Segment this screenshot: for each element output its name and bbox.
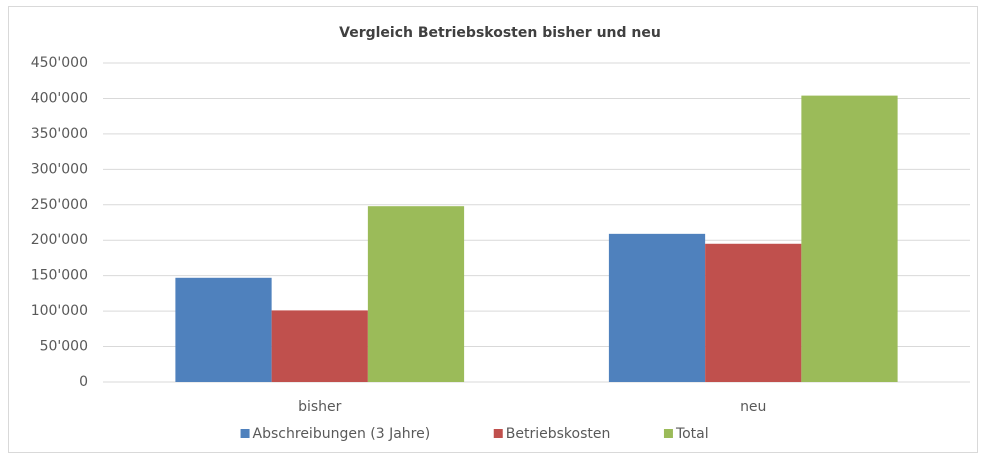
x-tick-label: neu (740, 399, 766, 415)
bar (608, 233, 706, 382)
y-tick-label: 100'000 (31, 303, 88, 319)
bar (705, 243, 802, 382)
y-tick-label: 0 (79, 374, 88, 390)
y-tick-label: 400'000 (31, 90, 88, 106)
legend-label: Abschreibungen (3 Jahre) (253, 426, 431, 442)
chart-title: Vergleich Betriebskosten bisher und neu (339, 25, 661, 41)
legend-label: Betriebskosten (506, 426, 611, 442)
y-tick-label: 150'000 (31, 268, 88, 284)
legend-swatch (663, 429, 673, 438)
x-tick-label: bisher (298, 399, 342, 415)
bar (367, 206, 465, 382)
y-tick-label: 250'000 (31, 197, 88, 213)
legend-label: Total (675, 426, 709, 442)
y-tick-label: 350'000 (31, 126, 88, 142)
bar (271, 310, 368, 382)
y-tick-label: 200'000 (31, 232, 88, 248)
y-tick-label: 300'000 (31, 161, 88, 177)
legend-swatch (493, 429, 503, 438)
legend-swatch (240, 429, 250, 438)
bar (175, 277, 272, 382)
bar (801, 95, 898, 382)
y-tick-label: 50'000 (40, 339, 88, 355)
y-tick-label: 450'000 (31, 55, 88, 71)
